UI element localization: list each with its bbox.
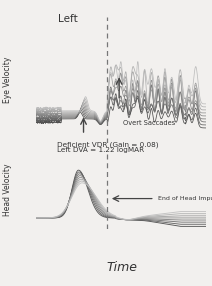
Text: Left DVA = 1.22 logMAR: Left DVA = 1.22 logMAR xyxy=(57,147,144,153)
Text: End of Head Impulse: End of Head Impulse xyxy=(158,196,212,201)
Text: Eye Velocity: Eye Velocity xyxy=(3,57,12,103)
Text: Time: Time xyxy=(106,261,137,274)
Text: Head Velocity: Head Velocity xyxy=(3,164,12,217)
Text: Deficient VDR (Gain = 0.08): Deficient VDR (Gain = 0.08) xyxy=(57,141,159,148)
Text: Overt Saccades: Overt Saccades xyxy=(123,120,175,126)
Text: Left: Left xyxy=(58,14,78,23)
